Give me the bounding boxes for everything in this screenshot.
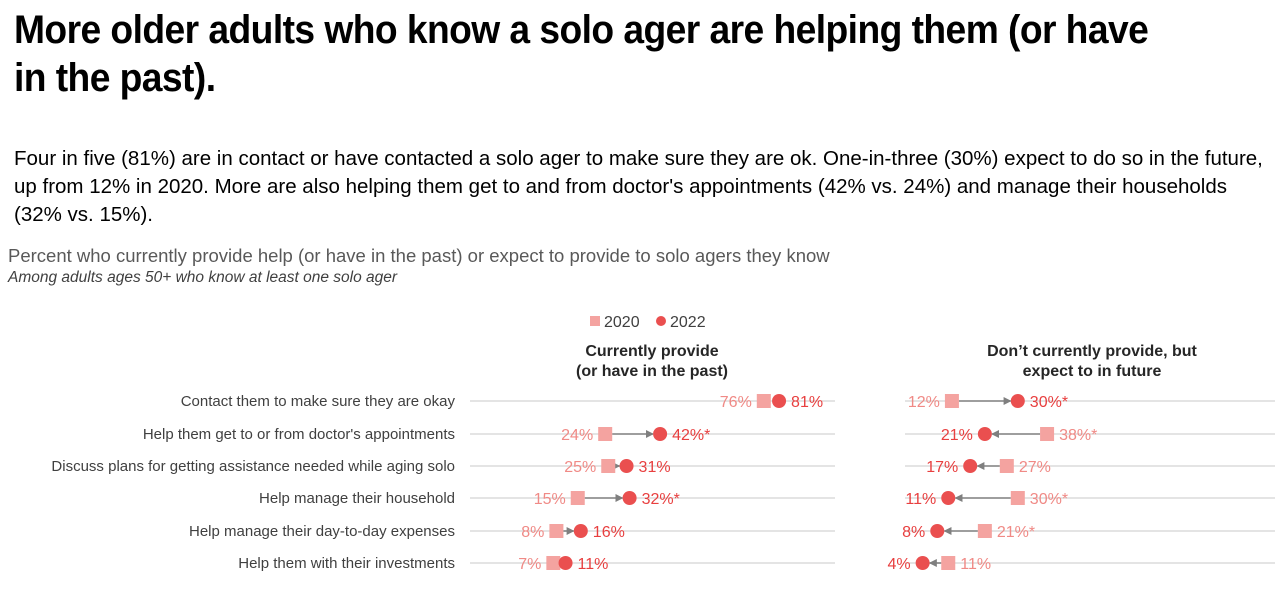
panel-title: (or have in the past) — [576, 363, 728, 380]
panel-title: Don’t currently provide, but — [987, 343, 1197, 360]
marker-2022 — [977, 427, 992, 441]
row-label: Discuss plans for getting assistance nee… — [51, 458, 455, 475]
marker-2022 — [930, 524, 945, 538]
value-label-2022: 32%* — [642, 491, 680, 508]
marker-2022 — [1010, 394, 1025, 408]
value-label-2020: 12% — [908, 394, 940, 411]
value-label-2020: 8% — [521, 524, 544, 541]
legend-label-2022: 2022 — [670, 314, 706, 331]
legend-marker-2022 — [656, 316, 666, 326]
chart-note: Among adults ages 50+ who know at least … — [8, 269, 398, 286]
marker-2020 — [977, 524, 992, 538]
value-label-2020: 25% — [564, 459, 596, 476]
value-label-2022: 4% — [888, 556, 911, 573]
value-label-2020: 15% — [534, 491, 566, 508]
value-label-2020: 76% — [720, 394, 752, 411]
legend-label-2020: 2020 — [604, 314, 640, 331]
marker-2020 — [944, 394, 959, 408]
dot-plot-chart: 2020 2022 Contact them to make sure they a… — [51, 314, 1275, 573]
marker-2020 — [756, 394, 771, 408]
marker-2020 — [1010, 491, 1025, 505]
marker-2022 — [573, 524, 588, 538]
marker-2022 — [622, 491, 637, 505]
row-label: Help manage their day-to-day expenses — [189, 523, 455, 540]
value-label-2020: 11% — [960, 556, 991, 573]
value-label-2022: 31% — [639, 459, 671, 476]
value-label-2022: 11% — [905, 491, 936, 508]
row-label: Contact them to make sure they are okay — [181, 393, 456, 410]
value-label-2022: 30%* — [1030, 394, 1068, 411]
panel-title: expect to in future — [1023, 363, 1162, 380]
value-label-2020: 30%* — [1030, 491, 1068, 508]
marker-2020 — [1040, 427, 1055, 441]
marker-2020 — [546, 556, 561, 570]
row-label: Help them get to or from doctor's appoin… — [143, 426, 455, 443]
value-label-2020: 27% — [1019, 459, 1051, 476]
value-label-2022: 11% — [578, 556, 609, 573]
marker-2020 — [598, 427, 613, 441]
page-headline: More older adults who know a solo ager a… — [14, 8, 1149, 100]
marker-2020 — [941, 556, 956, 570]
marker-2022 — [619, 459, 634, 473]
marker-2022 — [915, 556, 930, 570]
chart-title: Percent who currently provide help (or h… — [8, 245, 830, 266]
row-label: Help manage their household — [259, 490, 455, 507]
marker-2020 — [999, 459, 1014, 473]
marker-2022 — [772, 394, 787, 408]
value-label-2022: 81% — [791, 394, 823, 411]
marker-2022 — [558, 556, 573, 570]
value-label-2022: 16% — [593, 524, 625, 541]
intro-paragraph: Four in five (81%) are in contact or hav… — [14, 147, 1263, 226]
value-label-2022: 42%* — [672, 427, 710, 444]
marker-2020 — [601, 459, 616, 473]
value-label-2022: 17% — [926, 459, 958, 476]
marker-2022 — [963, 459, 978, 473]
row-label: Help them with their investments — [238, 555, 455, 572]
value-label-2020: 38%* — [1059, 427, 1097, 444]
value-label-2020: 21%* — [997, 524, 1035, 541]
legend-marker-2020 — [590, 316, 600, 326]
panel-title: Currently provide — [585, 343, 718, 360]
marker-2022 — [653, 427, 668, 441]
marker-2020 — [549, 524, 564, 538]
value-label-2022: 21% — [941, 427, 973, 444]
marker-2022 — [941, 491, 956, 505]
value-label-2022: 8% — [902, 524, 925, 541]
value-label-2020: 24% — [561, 427, 593, 444]
value-label-2020: 7% — [518, 556, 541, 573]
marker-2020 — [570, 491, 585, 505]
